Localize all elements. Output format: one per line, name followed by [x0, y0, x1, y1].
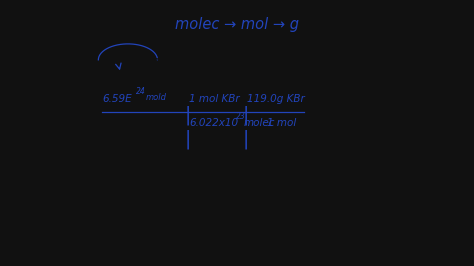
Text: 24: 24	[280, 47, 291, 56]
Text: |: |	[243, 105, 249, 124]
Text: 23: 23	[236, 112, 246, 121]
Text: mold: mold	[146, 93, 166, 102]
Text: 6.022x10: 6.022x10	[189, 118, 238, 128]
Text: 119.0g KBr: 119.0g KBr	[247, 94, 305, 105]
Text: molecules of KBr to grams: molecules of KBr to grams	[288, 55, 469, 68]
Text: 2: 2	[402, 162, 408, 171]
Text: molec → mol → g: molec → mol → g	[175, 17, 299, 32]
Text: 6.59E: 6.59E	[102, 94, 132, 105]
Text: molec: molec	[244, 118, 275, 128]
Text: 5.   Find the number of molecules in 15.98 g H: 5. Find the number of molecules in 15.98…	[109, 152, 419, 165]
Text: 6.   Find the number of moles in 28.32 grams of BaC: 6. Find the number of moles in 28.32 gra…	[109, 239, 458, 252]
Text: 1 mol: 1 mol	[266, 118, 296, 128]
Text: |: |	[243, 129, 249, 148]
Text: 1 mol KBr: 1 mol KBr	[189, 94, 239, 105]
Text: 4.   Convert 6.59 × 10: 4. Convert 6.59 × 10	[109, 55, 257, 68]
Text: |: |	[184, 129, 191, 148]
Text: |: |	[184, 105, 191, 124]
Text: O: O	[409, 152, 420, 165]
Text: 24: 24	[137, 87, 146, 96]
